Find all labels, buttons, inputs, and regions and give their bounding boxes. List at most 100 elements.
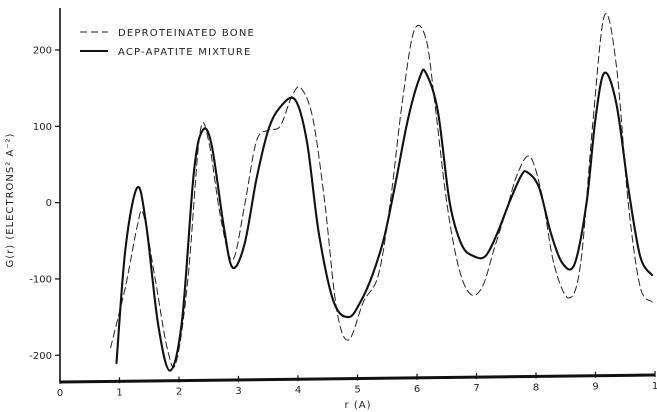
data-point-acp-apatite-mixture [181,320,182,321]
data-point-acp-apatite-mixture [318,233,319,234]
x-tick-label: 6 [414,384,420,395]
data-point-acp-apatite-mixture [562,263,563,264]
data-point-deproteinated-bone [628,202,629,203]
data-point-deproteinated-bone [363,301,364,302]
x-tick-label: 8 [533,382,539,393]
data-point-deproteinated-bone [280,126,281,127]
x-tick-label: 3 [235,386,241,397]
data-point-deproteinated-bone [592,126,593,127]
data-point-acp-apatite-mixture [244,244,245,245]
y-tick-label: -200 [29,351,52,362]
data-point-acp-apatite-mixture [268,130,269,131]
data-point-acp-apatite-mixture [640,255,641,256]
data-point-acp-apatite-mixture [146,225,147,226]
data-point-acp-apatite-mixture [407,118,408,119]
data-point-deproteinated-bone [529,156,530,157]
axes [59,8,656,384]
data-point-acp-apatite-mixture [294,99,295,100]
data-point-acp-apatite-mixture [595,118,596,119]
data-point-acp-apatite-mixture [521,175,522,176]
data-point-acp-apatite-mixture [425,72,426,73]
x-tick-label: 0 [57,388,63,399]
data-point-acp-apatite-mixture [306,141,307,142]
x-tick-label: 2 [176,387,182,398]
data-point-acp-apatite-mixture [604,72,605,73]
data-point-acp-apatite-mixture [137,187,138,188]
data-point-deproteinated-bone [616,65,617,66]
legend-label-deproteinated-bone: DEPROTEINATED BONE [118,28,255,39]
series-line-acp-apatite-mixture [115,68,654,372]
data-point-deproteinated-bone [348,339,349,340]
data-point-deproteinated-bone [256,141,257,142]
data-point-deproteinated-bone [482,286,483,287]
data-point-acp-apatite-mixture [116,362,117,363]
data-point-deproteinated-bone [125,286,126,287]
x-tick-label: 1 [116,387,122,398]
data-point-acp-apatite-mixture [574,263,575,264]
data-point-deproteinated-bone [568,297,569,298]
data-point-deproteinated-bone [312,118,313,119]
data-point-acp-apatite-mixture [509,202,510,203]
data-point-acp-apatite-mixture [485,255,486,256]
data-point-deproteinated-bone [208,141,209,142]
data-point-acp-apatite-mixture [651,275,652,276]
data-point-deproteinated-bone [553,263,554,264]
legend: DEPROTEINATED BONE ACP-APATITE MIXTURE [80,28,255,58]
data-point-deproteinated-bone [518,172,519,173]
data-point-deproteinated-bone [110,347,111,348]
data-point-deproteinated-bone [413,30,414,31]
data-point-deproteinated-bone [232,259,233,260]
data-point-acp-apatite-mixture [550,233,551,234]
y-tick-label: 0 [46,198,52,209]
data-point-acp-apatite-mixture [449,202,450,203]
data-point-acp-apatite-mixture [333,301,334,302]
data-point-acp-apatite-mixture [348,317,349,318]
data-point-deproteinated-bone [494,248,495,249]
series-line-deproteinated-bone [110,13,653,368]
data-point-acp-apatite-mixture [396,179,397,180]
data-point-acp-apatite-mixture [538,187,539,188]
y-tick-label: -100 [29,274,52,285]
data-point-acp-apatite-mixture [360,301,361,302]
data-point-acp-apatite-mixture [384,236,385,237]
data-point-acp-apatite-mixture [628,187,629,188]
series-layer [110,13,654,372]
data-point-acp-apatite-mixture [586,202,587,203]
data-point-acp-apatite-mixture [419,76,420,77]
x-ticks: 0 1 2 3 4 5 6 7 8 9 1 [57,371,657,399]
x-tick-label: 4 [295,385,301,396]
data-point-deproteinated-bone [300,88,301,89]
data-point-acp-apatite-mixture [125,248,126,249]
y-axis-label: G(r) (ELECTRONS² A⁻²) [5,133,16,268]
data-point-deproteinated-bone [651,301,652,302]
data-point-acp-apatite-mixture [473,255,474,256]
data-point-acp-apatite-mixture [280,107,281,108]
data-point-acp-apatite-mixture [256,179,257,180]
data-point-deproteinated-bone [324,202,325,203]
data-point-acp-apatite-mixture [526,172,527,173]
x-tick-label: 1 [652,381,657,392]
data-point-deproteinated-bone [470,294,471,295]
data-point-deproteinated-bone [458,267,459,268]
x-tick-label: 9 [592,382,598,393]
data-point-acp-apatite-mixture [202,130,203,131]
data-point-acp-apatite-mixture [193,172,194,173]
data-point-acp-apatite-mixture [223,225,224,226]
data-point-acp-apatite-mixture [211,145,212,146]
data-point-deproteinated-bone [187,278,188,279]
data-point-acp-apatite-mixture [169,370,170,371]
data-point-deproteinated-bone [425,38,426,39]
data-point-acp-apatite-mixture [158,324,159,325]
data-point-acp-apatite-mixture [437,110,438,111]
data-point-deproteinated-bone [580,263,581,264]
x-tick-label: 5 [354,385,360,396]
y-tick-label: 100 [33,122,52,133]
data-point-acp-apatite-mixture [497,233,498,234]
data-point-deproteinated-bone [244,206,245,207]
data-point-acp-apatite-mixture [232,267,233,268]
legend-label-acp-apatite-mixture: ACP-APATITE MIXTURE [118,47,252,58]
data-point-acp-apatite-mixture [372,275,373,276]
data-point-acp-apatite-mixture [616,103,617,104]
data-point-deproteinated-bone [378,275,379,276]
